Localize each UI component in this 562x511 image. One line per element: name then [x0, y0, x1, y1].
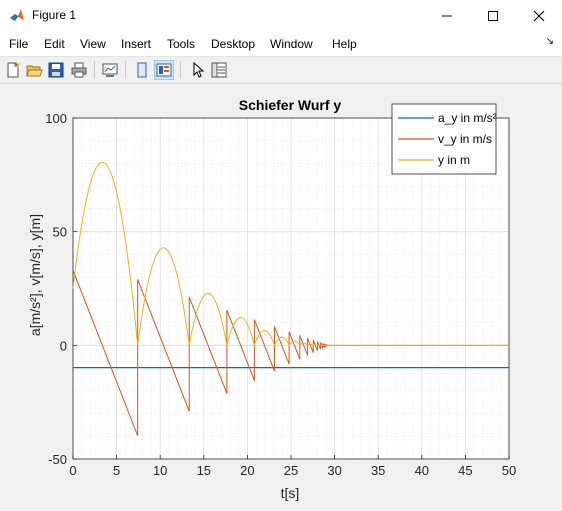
y-tick-label: 50 — [53, 225, 67, 240]
property-inspector-icon[interactable] — [210, 61, 228, 79]
x-tick-label: 10 — [153, 463, 167, 478]
toolbar-separator — [94, 61, 95, 79]
window-title: Figure 1 — [32, 8, 77, 22]
open-file-icon[interactable] — [25, 61, 43, 79]
legend[interactable]: a_y in m/s² v_y in m/s y in m — [391, 103, 497, 175]
figure-toolbar — [0, 56, 562, 84]
menu-insert[interactable]: Insert — [121, 37, 152, 51]
minimize-icon — [442, 15, 452, 17]
title-bar: Figure 1 — [0, 0, 562, 32]
link-plot-icon[interactable] — [101, 61, 119, 79]
chart-title: Schiefer Wurf y — [239, 97, 342, 113]
menu-window[interactable]: Window — [270, 37, 313, 51]
maximize-button[interactable] — [470, 0, 516, 32]
y-tick-label: -50 — [48, 452, 67, 467]
menu-desktop[interactable]: Desktop — [211, 37, 256, 51]
y-tick-label: 100 — [45, 111, 67, 126]
maximize-icon — [488, 11, 498, 21]
close-button[interactable] — [516, 0, 562, 32]
figure-canvas: 0 5 10 15 20 25 30 35 40 45 50 -50 0 50 100 Schiefer W… — [0, 84, 562, 506]
close-icon — [533, 10, 545, 22]
legend-entry: v_y in m/s — [438, 132, 492, 146]
x-tick-label: 40 — [415, 463, 429, 478]
x-tick-label: 5 — [113, 463, 120, 478]
toolbar-separator — [180, 61, 181, 79]
legend-entry: y in m — [438, 153, 470, 167]
edit-plot-icon[interactable] — [188, 61, 206, 79]
y-axis-label: a[m/s²], v[m/s], y[m] — [27, 214, 43, 336]
legend-entry: a_y in m/s² — [438, 111, 497, 125]
menu-edit[interactable]: Edit — [44, 37, 65, 51]
series-layer — [72, 161, 509, 436]
menu-bar: File Edit View Insert Tools Desktop Wind… — [0, 32, 562, 56]
menu-file[interactable]: File — [9, 37, 29, 51]
show-plot-tools-icon[interactable] — [154, 60, 174, 80]
menu-view[interactable]: View — [80, 37, 106, 51]
hide-plot-tools-icon[interactable] — [133, 61, 151, 79]
x-tick-label: 35 — [371, 463, 385, 478]
matlab-logo-icon — [10, 9, 24, 21]
x-tick-label: 15 — [197, 463, 211, 478]
x-tick-label: 45 — [458, 463, 472, 478]
menu-tools[interactable]: Tools — [167, 37, 196, 51]
dock-figure-icon[interactable]: ↘ — [545, 36, 554, 47]
save-icon[interactable] — [47, 61, 65, 79]
x-tick-label: 25 — [284, 463, 298, 478]
x-tick-label: 30 — [327, 463, 341, 478]
minimize-button[interactable] — [424, 0, 470, 32]
x-tick-label: 50 — [502, 463, 516, 478]
new-figure-icon[interactable] — [4, 61, 22, 79]
toolbar-separator — [125, 61, 126, 79]
print-icon[interactable] — [70, 61, 88, 79]
y-tick-label: 0 — [60, 338, 67, 353]
x-tick-label: 20 — [240, 463, 254, 478]
menu-help[interactable]: Help — [332, 37, 357, 51]
x-axis-label: t[s] — [281, 485, 300, 501]
series-y-line — [72, 161, 509, 348]
x-tick-label: 0 — [69, 463, 76, 478]
